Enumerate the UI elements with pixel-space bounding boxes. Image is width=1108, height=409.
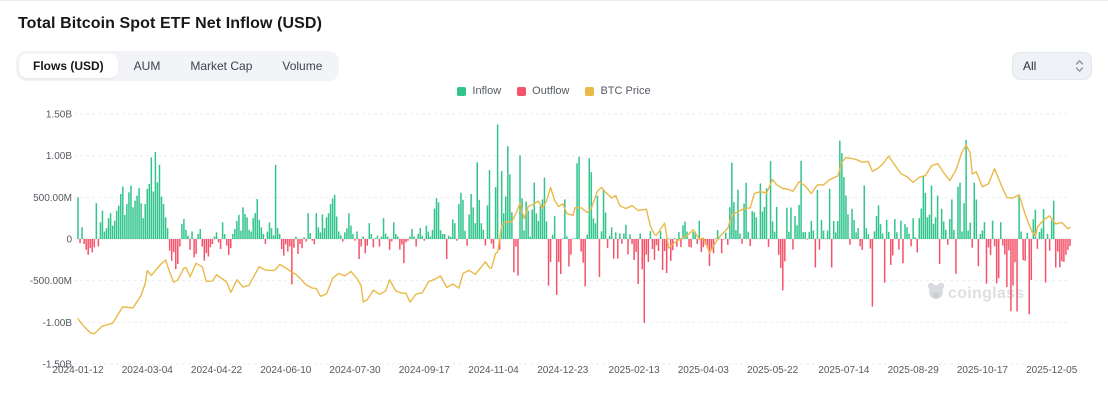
x-axis-tick: 2025-02-13 [609, 365, 661, 376]
watermark-text: coinglass [948, 285, 1025, 302]
gridlines: 1.50B 1.00B 500.00M 0 -500.00M -1.00B -1.50B [30, 110, 1070, 371]
outflow-swatch-icon [517, 86, 527, 96]
plot-area[interactable] [78, 114, 1070, 364]
range-select-value: All [1023, 59, 1037, 73]
x-axis-tick: 2024-04-22 [191, 365, 243, 376]
x-axis-tick: 2024-01-12 [52, 365, 104, 376]
tab-volume[interactable]: Volume [282, 59, 323, 73]
x-axis-tick: 2024-11-04 [468, 365, 519, 376]
legend-label-outflow: Outflow [532, 85, 570, 97]
legend-item-outflow[interactable]: Outflow [517, 85, 569, 97]
tab-aum[interactable]: AUM [133, 59, 161, 73]
chevron-updown-icon [1075, 60, 1084, 72]
chart-legend: Inflow Outflow BTC Price [0, 85, 1108, 97]
y-axis-tick: -500.00M [30, 276, 72, 287]
legend-item-btc-price[interactable]: BTC Price [585, 85, 651, 97]
y-axis-tick: 500.00M [33, 193, 72, 204]
range-select[interactable]: All [1012, 52, 1092, 80]
y-axis-tick: 0 [66, 235, 72, 246]
legend-item-inflow[interactable]: Inflow [457, 85, 501, 97]
tab-group: Flows (USD) AUM Market Cap Volume [16, 51, 340, 81]
x-axis-tick: 2024-07-30 [329, 365, 381, 376]
x-axis-tick: 2024-09-17 [399, 365, 451, 376]
x-axis-ticks: 2024-01-12 2024-03-04 2024-04-22 2024-06-10… [52, 365, 1077, 376]
bear-icon [927, 282, 945, 299]
flow-bars [77, 124, 1071, 323]
x-axis-tick: 2025-12-05 [1026, 365, 1078, 376]
x-axis-tick: 2025-04-03 [678, 365, 730, 376]
legend-label-btc-price: BTC Price [600, 85, 651, 97]
inflow-swatch-icon [457, 86, 467, 96]
x-axis-tick: 2025-10-17 [957, 365, 1009, 376]
tab-flows-usd[interactable]: Flows (USD) [19, 54, 118, 78]
legend-label-inflow: Inflow [472, 85, 502, 97]
tab-market-cap[interactable]: Market Cap [190, 59, 253, 73]
page-title: Total Bitcoin Spot ETF Net Inflow (USD) [18, 15, 323, 32]
btc-price-swatch-icon [585, 86, 595, 96]
y-axis-tick: -1.50B [43, 360, 73, 371]
x-axis-tick: 2025-08-29 [888, 365, 940, 376]
y-axis-tick: -1.00B [43, 318, 73, 329]
x-axis-tick: 2025-05-22 [747, 365, 799, 376]
x-axis-tick: 2024-03-04 [122, 365, 174, 376]
x-axis-tick: 2024-06-10 [260, 365, 312, 376]
btc-price-line [77, 144, 1071, 335]
coinglass-watermark: coinglass [927, 282, 1025, 302]
x-axis-tick: 2024-12-23 [537, 365, 589, 376]
x-axis-tick: 2025-07-14 [818, 365, 870, 376]
y-axis-tick: 1.50B [46, 110, 72, 121]
y-axis-tick: 1.00B [46, 151, 72, 162]
